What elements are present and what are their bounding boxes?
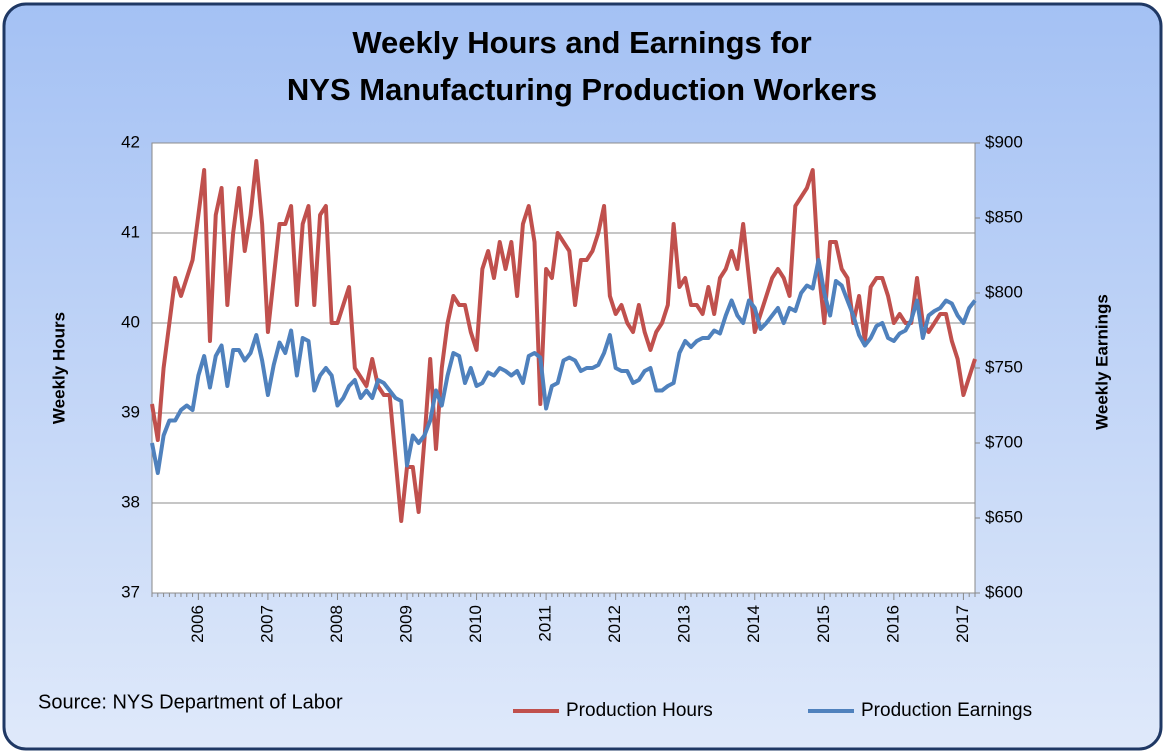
y-axis-title: Weekly Hours bbox=[49, 312, 68, 424]
x-tick-label: 2017 bbox=[953, 605, 972, 643]
y2-tick-label: $700 bbox=[985, 432, 1023, 451]
x-tick-label: 2015 bbox=[814, 605, 833, 643]
y2-tick-label: $650 bbox=[985, 507, 1023, 526]
x-tick-label: 2012 bbox=[605, 605, 624, 643]
legend-label: Production Earnings bbox=[861, 700, 1032, 721]
x-tick-label: 2007 bbox=[257, 605, 276, 643]
chart-title: Weekly Hours and Earnings for bbox=[352, 25, 811, 60]
x-tick-label: 2008 bbox=[327, 605, 346, 643]
y2-tick-label: $600 bbox=[985, 582, 1023, 601]
x-tick-label: 2011 bbox=[536, 605, 555, 642]
y2-tick-label: $800 bbox=[985, 282, 1023, 301]
source-note: Source: NYS Department of Labor bbox=[38, 691, 343, 713]
y2-tick-label: $750 bbox=[985, 357, 1023, 376]
x-tick-label: 2014 bbox=[744, 605, 763, 643]
y-tick-label: 42 bbox=[121, 132, 140, 151]
x-tick-label: 2006 bbox=[188, 605, 207, 643]
y2-tick-label: $900 bbox=[985, 132, 1023, 151]
series-line bbox=[150, 159, 977, 523]
y-tick-label: 39 bbox=[121, 402, 140, 421]
x-tick-label: 2016 bbox=[883, 605, 902, 643]
y-tick-label: 37 bbox=[121, 582, 140, 601]
y-tick-label: 38 bbox=[121, 492, 140, 511]
y-tick-label: 40 bbox=[121, 312, 140, 331]
y2-axis-title: Weekly Earnings bbox=[1092, 294, 1111, 430]
y2-tick-label: $850 bbox=[985, 207, 1023, 226]
x-tick-label: 2010 bbox=[466, 605, 485, 643]
y-tick-label: 41 bbox=[121, 222, 140, 241]
series-line bbox=[150, 258, 977, 475]
x-tick-label: 2013 bbox=[675, 605, 694, 643]
chart-subtitle: NYS Manufacturing Production Workers bbox=[287, 72, 877, 107]
legend-label: Production Hours bbox=[566, 700, 713, 721]
x-tick-label: 2009 bbox=[396, 605, 415, 643]
